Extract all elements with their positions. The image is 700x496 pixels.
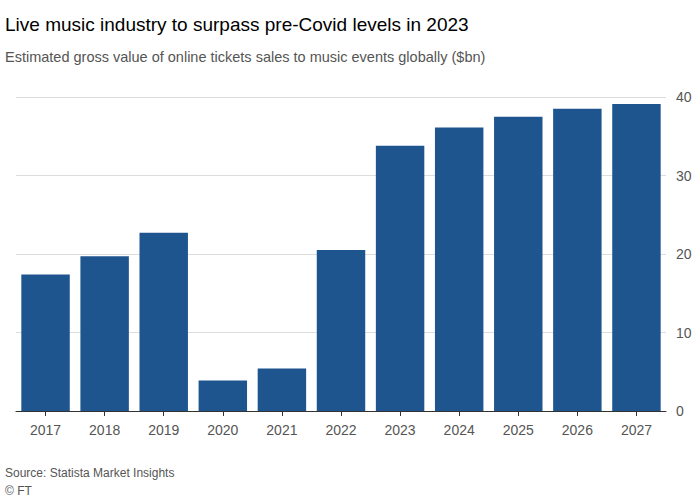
svg-text:2019: 2019 <box>148 422 179 438</box>
svg-text:2027: 2027 <box>621 422 652 438</box>
svg-text:Live music industry to surpass: Live music industry to surpass pre-Covid… <box>5 14 469 35</box>
svg-text:30: 30 <box>676 168 692 184</box>
svg-text:2026: 2026 <box>562 422 593 438</box>
svg-text:2021: 2021 <box>266 422 297 438</box>
svg-text:2017: 2017 <box>30 422 61 438</box>
svg-text:2024: 2024 <box>444 422 475 438</box>
svg-text:0: 0 <box>676 403 684 419</box>
svg-text:2018: 2018 <box>89 422 120 438</box>
svg-text:2023: 2023 <box>385 422 416 438</box>
svg-text:2020: 2020 <box>207 422 238 438</box>
svg-text:Estimated gross value of onlin: Estimated gross value of online tickets … <box>5 49 485 65</box>
svg-text:40: 40 <box>676 89 692 105</box>
svg-text:2025: 2025 <box>503 422 534 438</box>
svg-text:2022: 2022 <box>325 422 356 438</box>
svg-text:20: 20 <box>676 246 692 262</box>
svg-text:© FT: © FT <box>5 484 33 496</box>
svg-text:10: 10 <box>676 325 692 341</box>
svg-text:Source: Statista Market Insigh: Source: Statista Market Insights <box>5 466 174 480</box>
